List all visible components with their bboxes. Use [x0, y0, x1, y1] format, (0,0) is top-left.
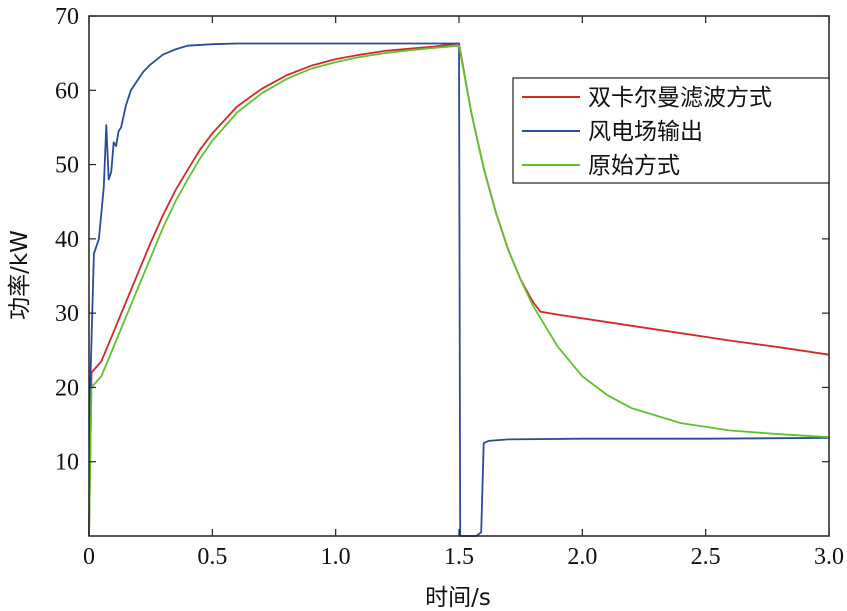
x-tick-label: 2.5: [691, 544, 721, 570]
legend: 双卡尔曼滤波方式 风电场输出 原始方式: [512, 77, 830, 184]
x-tick-label: 0: [83, 544, 95, 570]
y-tick-label: 30: [55, 301, 79, 327]
axis-ticks: 0 0.5 1.0 1.5 2.0 2.5 3.0 10 20 30 40 50 60 70: [55, 4, 844, 570]
legend-label-windfarm: 风电场输出: [588, 119, 703, 145]
series-line-0: [88, 42, 830, 537]
y-tick-label: 50: [55, 153, 79, 179]
y-tick-label: 20: [55, 375, 79, 401]
x-axis-title: 时间/s: [425, 585, 491, 611]
legend-label-original: 原始方式: [588, 153, 680, 179]
x-tick-label: 2.0: [567, 544, 597, 570]
y-tick-label: 40: [55, 227, 79, 253]
series-layer: [88, 42, 830, 537]
x-tick-label: 1.0: [321, 544, 351, 570]
y-axis-title: 功率/kW: [7, 230, 33, 320]
x-tick-label: 0.5: [197, 544, 227, 570]
y-tick-label: 60: [55, 78, 79, 104]
series-line-2: [88, 44, 830, 537]
y-tick-label: 70: [55, 4, 79, 30]
series-line-1: [88, 42, 830, 537]
x-tick-label: 3.0: [814, 544, 844, 570]
legend-label-kalman: 双卡尔曼滤波方式: [588, 85, 772, 111]
y-tick-label: 10: [55, 450, 79, 476]
x-tick-label: 1.5: [444, 544, 474, 570]
